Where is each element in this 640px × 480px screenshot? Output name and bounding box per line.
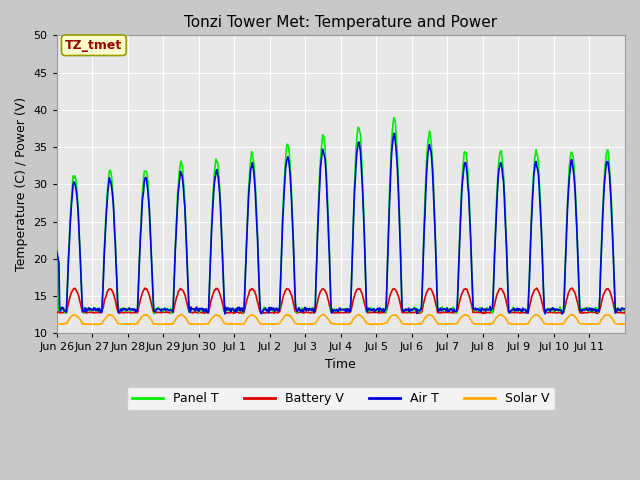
X-axis label: Time: Time	[326, 358, 356, 371]
Title: Tonzi Tower Met: Temperature and Power: Tonzi Tower Met: Temperature and Power	[184, 15, 497, 30]
Text: TZ_tmet: TZ_tmet	[65, 39, 122, 52]
Y-axis label: Temperature (C) / Power (V): Temperature (C) / Power (V)	[15, 97, 28, 271]
Legend: Panel T, Battery V, Air T, Solar V: Panel T, Battery V, Air T, Solar V	[127, 387, 555, 410]
